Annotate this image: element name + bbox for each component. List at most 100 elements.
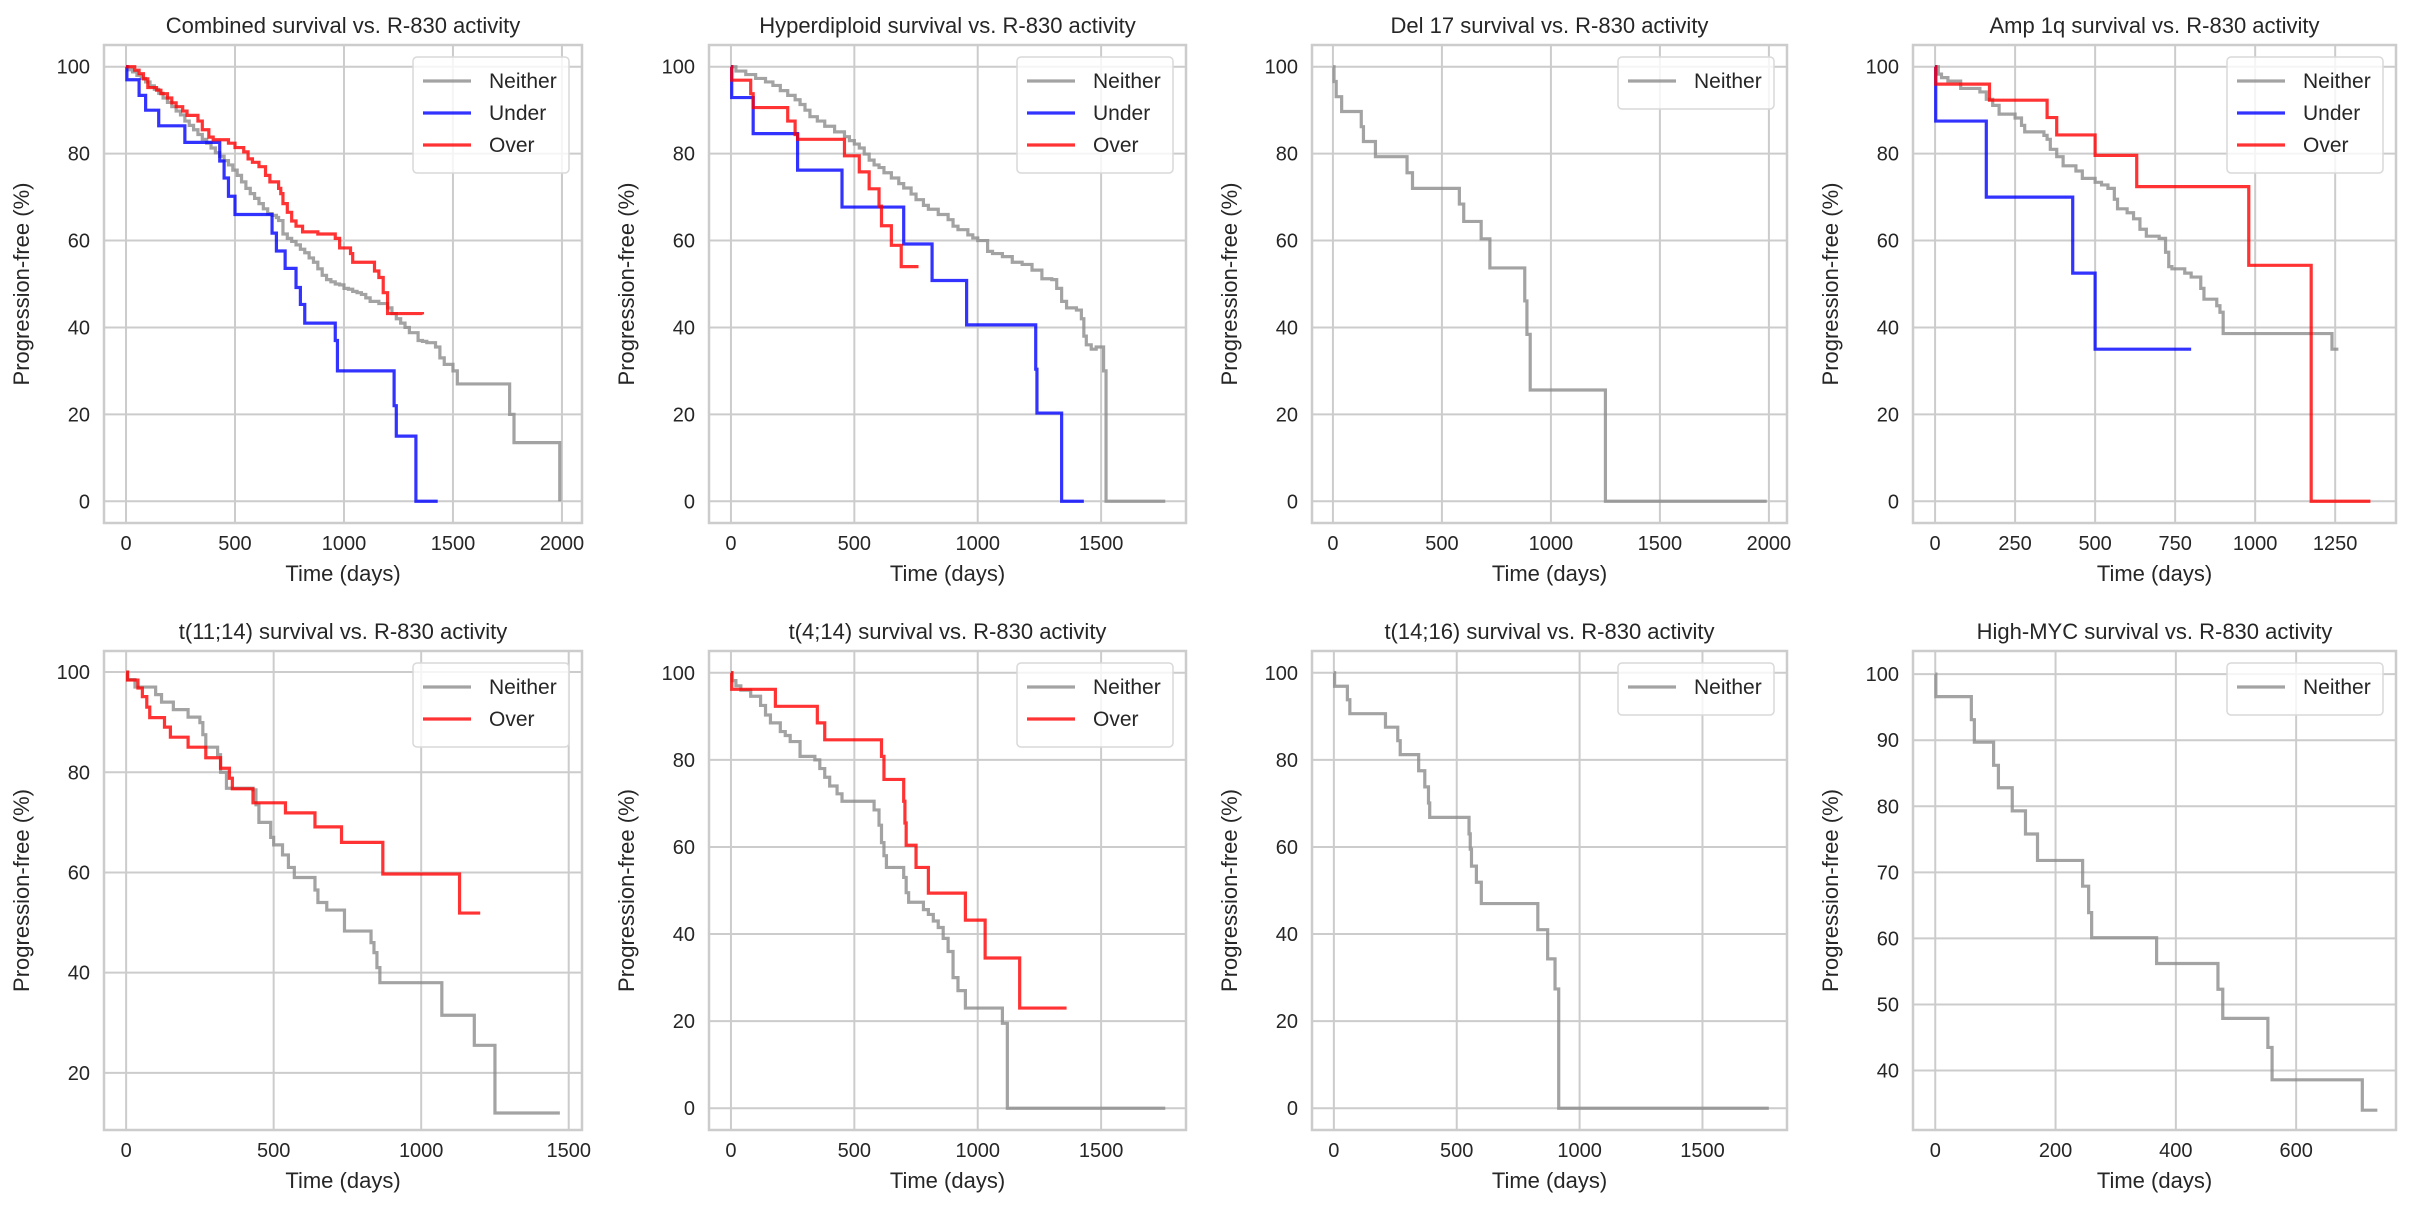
series-line-over	[126, 670, 481, 915]
legend-label-over: Over	[489, 134, 535, 157]
y-tick-label: 20	[673, 404, 695, 426]
chart-title: t(11;14) survival vs. R-830 activity	[179, 619, 507, 644]
y-tick-label: 60	[68, 862, 90, 884]
legend-label-neither: Neither	[2303, 70, 2371, 93]
y-tick-label: 40	[673, 924, 695, 946]
series-line-neither	[730, 65, 1166, 503]
y-tick-label: 0	[1888, 491, 1899, 513]
x-tick-label: 500	[1425, 533, 1458, 555]
y-tick-label: 40	[1877, 317, 1899, 339]
legend-label-neither: Neither	[1093, 70, 1161, 93]
x-tick-label: 0	[1930, 1140, 1941, 1162]
x-axis-label: Time (days)	[890, 1168, 1005, 1193]
chart-title: t(4;14) survival vs. R-830 activity	[789, 619, 1107, 644]
series-line-over	[730, 671, 1067, 1010]
legend: Neither Under Over	[412, 56, 570, 174]
y-tick-label: 40	[68, 317, 90, 339]
legend: Neither Under Over	[1016, 56, 1174, 174]
y-axis-label: Progression-free (%)	[9, 789, 34, 992]
y-tick-label: 100	[662, 663, 695, 685]
plot-area	[1312, 651, 1787, 1130]
x-tick-label: 1500	[1638, 533, 1683, 555]
y-axis-label: Progression-free (%)	[1217, 789, 1242, 992]
axes-frame	[1310, 649, 1789, 1132]
legend-label-under: Under	[1093, 102, 1150, 125]
y-tick-label: 20	[673, 1011, 695, 1033]
x-axis-label: Time (days)	[2097, 1168, 2212, 1193]
axes-frame	[1911, 649, 2398, 1132]
plot-area	[1913, 651, 2396, 1130]
y-tick-label: 20	[1276, 1011, 1298, 1033]
y-tick-label: 20	[1877, 404, 1899, 426]
x-tick-label: 500	[257, 1140, 290, 1162]
chart-title: High-MYC survival vs. R-830 activity	[1977, 619, 2333, 644]
x-tick-label: 400	[2159, 1140, 2192, 1162]
legend-box	[1617, 56, 1775, 110]
y-tick-label: 80	[68, 144, 90, 166]
x-tick-label: 2000	[540, 533, 585, 555]
y-tick-label: 80	[68, 762, 90, 784]
y-tick-label: 0	[684, 1098, 695, 1120]
legend-label-over: Over	[2303, 134, 2349, 157]
x-tick-label: 0	[1930, 533, 1941, 555]
y-tick-label: 60	[1877, 231, 1899, 253]
y-tick-label: 80	[673, 750, 695, 772]
series-line-neither	[126, 65, 562, 502]
x-tick-label: 0	[120, 533, 131, 555]
x-tick-label: 0	[1328, 1140, 1339, 1162]
plot-area	[1312, 45, 1787, 523]
y-tick-label: 60	[673, 231, 695, 253]
y-tick-label: 50	[1877, 994, 1899, 1016]
x-tick-label: 1500	[431, 533, 476, 555]
legend-label-over: Over	[1093, 708, 1139, 731]
x-axis-label: Time (days)	[1492, 561, 1607, 586]
chart-title: Combined survival vs. R-830 activity	[166, 13, 521, 38]
series-line-under	[1934, 65, 2192, 351]
x-axis-label: Time (days)	[285, 561, 400, 586]
y-tick-label: 100	[57, 57, 90, 79]
x-axis-label: Time (days)	[1492, 1168, 1607, 1193]
y-tick-label: 20	[68, 404, 90, 426]
legend-label-neither: Neither	[1694, 676, 1762, 699]
chart-title: Amp 1q survival vs. R-830 activity	[1989, 13, 2319, 38]
legend-label-under: Under	[489, 102, 546, 125]
axes-frame	[102, 43, 584, 525]
y-axis-label: Progression-free (%)	[9, 183, 34, 386]
y-tick-label: 40	[1276, 317, 1298, 339]
y-tick-label: 40	[68, 963, 90, 985]
y-tick-label: 40	[1276, 924, 1298, 946]
y-axis-label: Progression-free (%)	[1217, 183, 1242, 386]
y-tick-label: 60	[1877, 928, 1899, 950]
axes-frame	[102, 649, 584, 1132]
legend-label-neither: Neither	[489, 70, 557, 93]
subplot-2: 0 500 1000 1500 0 20 40 60 80 100 Hyperdiploid sur…	[614, 13, 1188, 586]
x-tick-label: 1500	[1079, 533, 1124, 555]
series-line-neither	[1934, 672, 2378, 1112]
axes-frame	[1911, 43, 2398, 525]
series-line-under	[125, 65, 438, 503]
y-axis-label: Progression-free (%)	[1818, 789, 1843, 992]
series-line-neither	[126, 670, 560, 1115]
x-tick-label: 1500	[546, 1140, 591, 1162]
x-tick-label: 600	[2279, 1140, 2312, 1162]
x-tick-label: 250	[1998, 533, 2031, 555]
x-tick-label: 500	[1440, 1140, 1473, 1162]
subplot-6: 0 500 1000 1500 0 20 40 60 80 100 t(4;14) survival…	[614, 619, 1188, 1193]
legend-box	[412, 662, 570, 748]
axes-frame	[1310, 43, 1789, 525]
x-tick-label: 1500	[1079, 1140, 1124, 1162]
x-tick-label: 500	[2078, 533, 2111, 555]
x-axis-label: Time (days)	[890, 561, 1005, 586]
x-tick-label: 2000	[1747, 533, 1792, 555]
x-tick-label: 500	[838, 533, 871, 555]
y-axis-label: Progression-free (%)	[1818, 183, 1843, 386]
y-tick-label: 0	[1287, 1098, 1298, 1120]
legend: Neither	[1617, 662, 1775, 716]
y-tick-label: 20	[1276, 404, 1298, 426]
subplot-7: 0 500 1000 1500 0 20 40 60 80 100 t(14;16) surviva…	[1217, 619, 1789, 1193]
x-tick-label: 1000	[399, 1140, 444, 1162]
series-line-under	[730, 65, 1084, 503]
chart-title: Hyperdiploid survival vs. R-830 activity	[759, 13, 1136, 38]
y-tick-label: 100	[1866, 57, 1899, 79]
